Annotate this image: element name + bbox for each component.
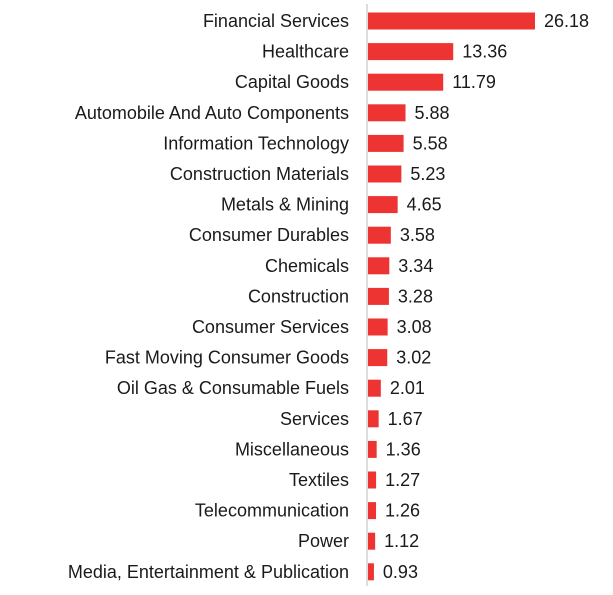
value-label: 1.26: [385, 501, 420, 521]
value-label: 1.67: [388, 409, 423, 429]
value-label: 26.18: [544, 11, 589, 31]
category-label: Fast Moving Consumer Goods: [105, 348, 349, 368]
category-label: Telecommunication: [195, 501, 349, 521]
bar: [368, 379, 381, 397]
bar: [368, 104, 406, 122]
category-label: Consumer Durables: [189, 225, 349, 245]
value-label: 0.93: [383, 562, 418, 582]
category-label: Metals & Mining: [221, 195, 349, 215]
bar: [368, 73, 444, 91]
bar: [368, 532, 376, 550]
category-label: Construction: [248, 286, 349, 306]
value-label: 3.34: [398, 256, 433, 276]
bars-group: [368, 12, 535, 581]
bar: [368, 12, 535, 30]
value-label: 3.02: [396, 348, 431, 368]
category-label: Textiles: [289, 470, 349, 490]
value-labels-group: 26.18 13.36 11.795.88 5.58 5.23 4.65 3.58 3.34 3…: [383, 11, 589, 582]
value-label: 3.08: [397, 317, 432, 337]
category-labels-group: Financial Services Healthcare Capital Good…: [68, 11, 349, 582]
category-label: Power: [298, 531, 349, 551]
value-label: 1.27: [385, 470, 420, 490]
bar: [368, 287, 389, 305]
bar: [368, 440, 377, 458]
bar: [368, 410, 379, 428]
category-label: Financial Services: [203, 11, 349, 31]
value-label: 11.79: [452, 72, 496, 92]
category-label: Capital Goods: [235, 72, 349, 92]
category-label: Information Technology: [163, 133, 349, 153]
category-label: Automobile And Auto Components: [75, 103, 349, 123]
category-label: Healthcare: [262, 42, 349, 62]
category-label: Chemicals: [265, 256, 349, 276]
category-label: Construction Materials: [170, 164, 349, 184]
value-label: 5.88: [415, 103, 450, 123]
bar: [368, 165, 402, 183]
value-label: 5.23: [410, 164, 445, 184]
bar: [368, 563, 374, 581]
bar: [368, 257, 390, 275]
value-label: 4.65: [407, 195, 442, 215]
value-label: 5.58: [413, 133, 448, 153]
bar: [368, 196, 398, 214]
bar: [368, 349, 388, 367]
category-label: Oil Gas & Consumable Fuels: [117, 378, 349, 398]
bar: [368, 318, 388, 336]
category-label: Media, Entertainment & Publication: [68, 562, 349, 582]
category-label: Services: [280, 409, 349, 429]
value-label: 3.28: [398, 286, 433, 306]
bar: [368, 226, 391, 244]
value-label: 13.36: [462, 42, 507, 62]
value-label: 1.36: [386, 439, 421, 459]
bar: [368, 134, 404, 152]
value-label: 2.01: [390, 378, 425, 398]
bar: [368, 471, 377, 489]
category-label: Consumer Services: [192, 317, 349, 337]
bar: [368, 43, 454, 61]
category-label: Miscellaneous: [235, 439, 349, 459]
value-label: 1.12: [384, 531, 419, 551]
bar: [368, 502, 377, 520]
value-label: 3.58: [400, 225, 435, 245]
